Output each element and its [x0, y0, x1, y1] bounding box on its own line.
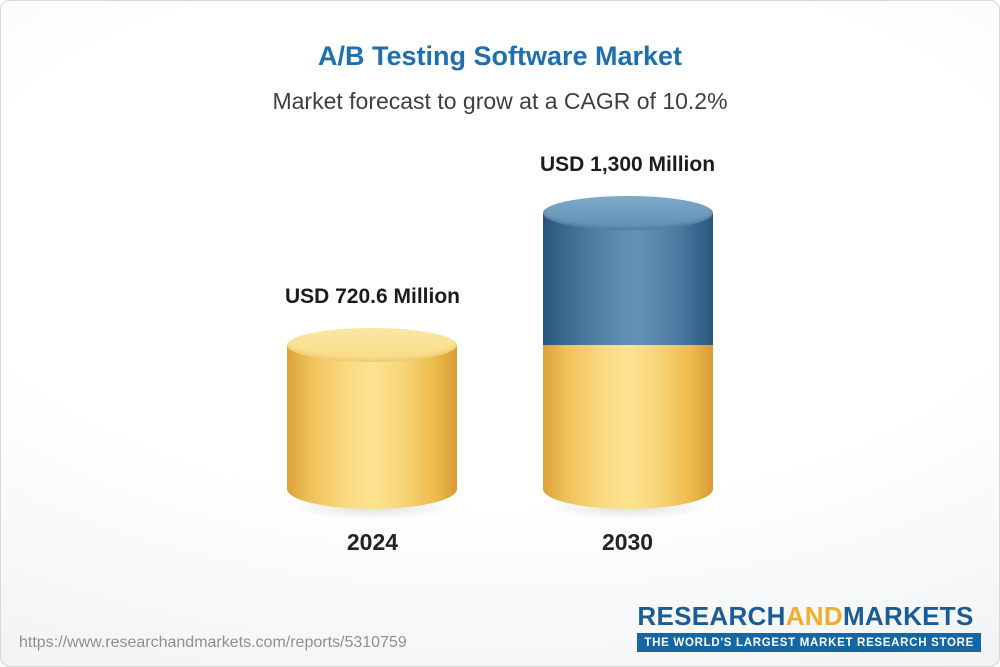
research-and-markets-logo: RESEARCHANDMARKETS THE WORLD'S LARGEST M…: [637, 603, 981, 652]
value-label-2024: USD 720.6 Million: [284, 285, 460, 308]
bar-group-2030: USD 1,300 Million 2030: [518, 153, 737, 556]
footer: https://www.researchandmarkets.com/repor…: [1, 602, 999, 666]
cylinder-2024: [263, 328, 482, 523]
logo-wordmark: RESEARCHANDMARKETS: [637, 603, 973, 629]
bar-2030-blue-body: [542, 213, 713, 345]
report-url: https://www.researchandmarkets.com/repor…: [19, 634, 407, 651]
logo-word-and: AND: [785, 601, 843, 631]
value-label-2030: USD 1,300 Million: [540, 153, 716, 177]
chart-title: A/B Testing Software Market: [317, 41, 683, 71]
logo-word-markets: MARKETS: [842, 601, 974, 631]
year-label-2030: 2030: [601, 529, 654, 555]
chart-header: A/B Testing Software Market Market forec…: [1, 41, 999, 115]
chart-subtitle: Market forecast to grow at a CAGR of 10.…: [272, 88, 728, 114]
bar-group-2024: USD 720.6 Million 2024: [263, 285, 482, 556]
bar-chart: USD 720.6 Million 2024 USD 1,300 Million…: [1, 153, 999, 556]
bar-2030-yellow-body: [542, 345, 713, 509]
year-label-2024: 2024: [346, 529, 399, 555]
bar-2024-body: [287, 345, 458, 509]
cylinder-2024-top-ellipse: [287, 328, 458, 362]
cylinder-2030-top-ellipse: [542, 196, 713, 231]
logo-tagline: THE WORLD'S LARGEST MARKET RESEARCH STOR…: [637, 633, 981, 652]
logo-word-research: RESEARCH: [637, 601, 786, 631]
cylinder-2030: [518, 196, 737, 523]
